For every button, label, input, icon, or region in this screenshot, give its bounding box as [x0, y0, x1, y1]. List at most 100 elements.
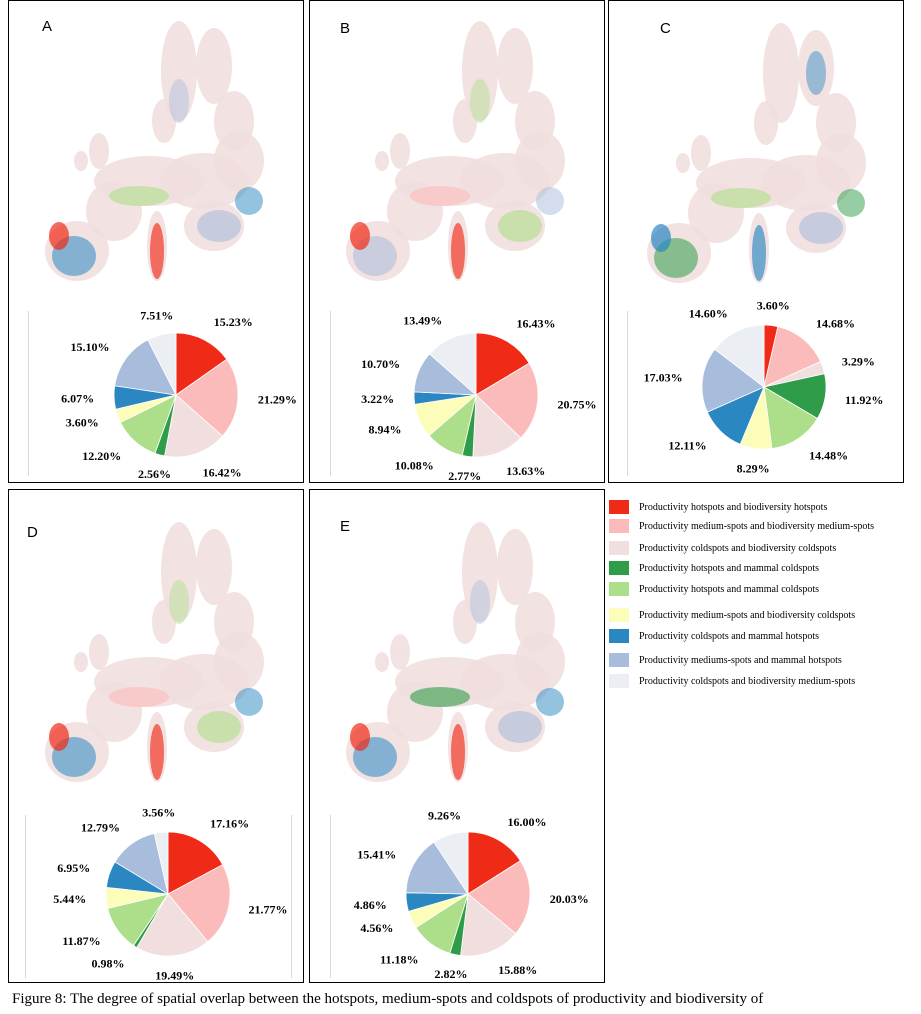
pie-data-label: 3.60%: [66, 416, 99, 430]
map-region: [89, 133, 109, 169]
panel-e: E 16.00% 20.03% 15.88% 2.82% 11.18% 4.56% 4.86…: [309, 489, 605, 983]
map-region: [536, 688, 564, 716]
pie-slice: [175, 332, 228, 396]
map-region: [390, 634, 410, 670]
pie-data-label: 3.56%: [142, 806, 175, 820]
pie-data-label: 9.26%: [428, 808, 461, 822]
pie-data-label: 8.29%: [737, 461, 770, 475]
legend-label: Productivity coldspots and mammal hotspo…: [639, 630, 819, 642]
pie-data-label: 21.29%: [258, 393, 297, 407]
pie-data-label: 4.56%: [360, 921, 393, 935]
pie-data-label: 15.41%: [357, 847, 396, 861]
map-region: [676, 153, 690, 173]
europe-map: [346, 21, 565, 281]
europe-map: [647, 23, 866, 283]
pie-slice: [114, 339, 177, 396]
map-region: [350, 723, 370, 751]
map-region: [152, 600, 176, 644]
map-region: [375, 652, 389, 672]
pie-data-label: 15.23%: [214, 315, 253, 329]
pie-data-label: 16.42%: [203, 466, 242, 480]
map-region: [197, 210, 241, 242]
map-region: [498, 711, 542, 743]
legend-swatch: [609, 541, 629, 555]
divider-line: [330, 815, 331, 978]
figure-caption: Figure 8: The degree of spatial overlap …: [12, 991, 764, 1007]
pie-slice: [167, 864, 231, 943]
map-region: [451, 724, 465, 780]
map-region: [169, 79, 189, 123]
pie-chart: 3.60% 14.68% 3.29% 11.92% 14.48% 8.29% 12.11% 1…: [644, 299, 884, 476]
pie-data-label: 16.00%: [508, 815, 547, 829]
pie-data-label: 3.22%: [361, 392, 394, 406]
panel-c: C 3.60% 14.68% 3.29% 11.92% 14.48% 8.29% 12.11…: [608, 0, 904, 483]
legend-label: Productivity hotspots and mammal coldspo…: [639, 562, 819, 574]
pie-data-label: 12.20%: [82, 449, 121, 463]
map-region: [235, 688, 263, 716]
pie-chart: 16.00% 20.03% 15.88% 2.82% 11.18% 4.56% 4.86% 1…: [354, 808, 589, 981]
map-region: [196, 28, 232, 104]
panel-d: D 17.16% 21.77% 19.49% 0.98% 11.87% 5.44% 6.95…: [8, 489, 304, 983]
pie-slice: [428, 332, 477, 396]
pie-slice: [136, 893, 209, 957]
map-region: [375, 151, 389, 171]
legend-label: Productivity coldspots and biodiversity …: [639, 675, 856, 687]
pie-data-label: 8.94%: [369, 422, 402, 436]
map-region: [74, 151, 88, 171]
legend-item: Productivity coldspots and mammal hotspo…: [609, 628, 819, 644]
pie-slice: [164, 394, 224, 458]
pie-data-label: 6.07%: [61, 391, 94, 405]
legend-label: Productivity mediums-spots and mammal ho…: [639, 654, 842, 666]
pie-data-label: 17.16%: [210, 817, 249, 831]
legend-swatch: [609, 608, 629, 622]
pie-data-label: 14.48%: [809, 449, 848, 463]
map-region: [453, 99, 477, 143]
divider-line: [28, 311, 29, 476]
pie-data-label: 7.51%: [140, 308, 173, 322]
map-region: [798, 30, 834, 106]
map-region: [235, 187, 263, 215]
divider-line: [25, 815, 26, 978]
map-region: [169, 580, 189, 624]
pie-data-label: 3.60%: [757, 299, 790, 313]
divider-line: [291, 815, 292, 978]
legend-swatch: [609, 653, 629, 667]
legend-label: Productivity medium-spots and biodiversi…: [639, 520, 874, 532]
legend-item: Productivity medium-spots and biodiversi…: [609, 518, 874, 534]
pie-data-label: 12.11%: [668, 439, 706, 453]
pie-data-label: 21.77%: [249, 903, 288, 917]
map-region: [109, 687, 169, 707]
map-region: [462, 21, 498, 121]
legend-label: Productivity coldspots and biodiversity …: [639, 542, 837, 554]
pie-slice: [175, 358, 239, 437]
panel-label: B: [340, 20, 351, 37]
map-region: [89, 634, 109, 670]
map-region: [161, 21, 197, 121]
map-region: [515, 91, 555, 151]
panel-label: D: [27, 524, 38, 541]
map-region: [806, 51, 826, 95]
legend-label: Productivity hotspots and mammal coldspo…: [639, 583, 819, 595]
map-region: [691, 135, 711, 171]
pie-slice: [467, 831, 521, 895]
pie-data-label: 6.95%: [57, 861, 90, 875]
pie-data-label: 12.79%: [81, 821, 120, 835]
pie-data-label: 11.92%: [845, 393, 883, 407]
pie-data-label: 13.63%: [506, 464, 545, 478]
pie-data-label: 3.29%: [842, 354, 875, 368]
legend-item: Productivity coldspots and biodiversity …: [609, 540, 836, 556]
pie-slice: [763, 326, 822, 388]
pie-data-label: 2.77%: [448, 469, 481, 483]
map-region: [214, 592, 254, 652]
divider-line: [330, 311, 331, 476]
pie-data-label: 20.75%: [558, 397, 597, 411]
legend-swatch: [609, 500, 629, 514]
panel-label: E: [340, 518, 351, 535]
legend-swatch: [609, 674, 629, 688]
legend-item: Productivity hotspots and biodiversity h…: [609, 499, 827, 515]
pie-slice: [763, 386, 818, 449]
map-region: [152, 99, 176, 143]
pie-slice: [460, 893, 517, 957]
map-region: [150, 223, 164, 279]
pie-slice: [405, 841, 469, 895]
